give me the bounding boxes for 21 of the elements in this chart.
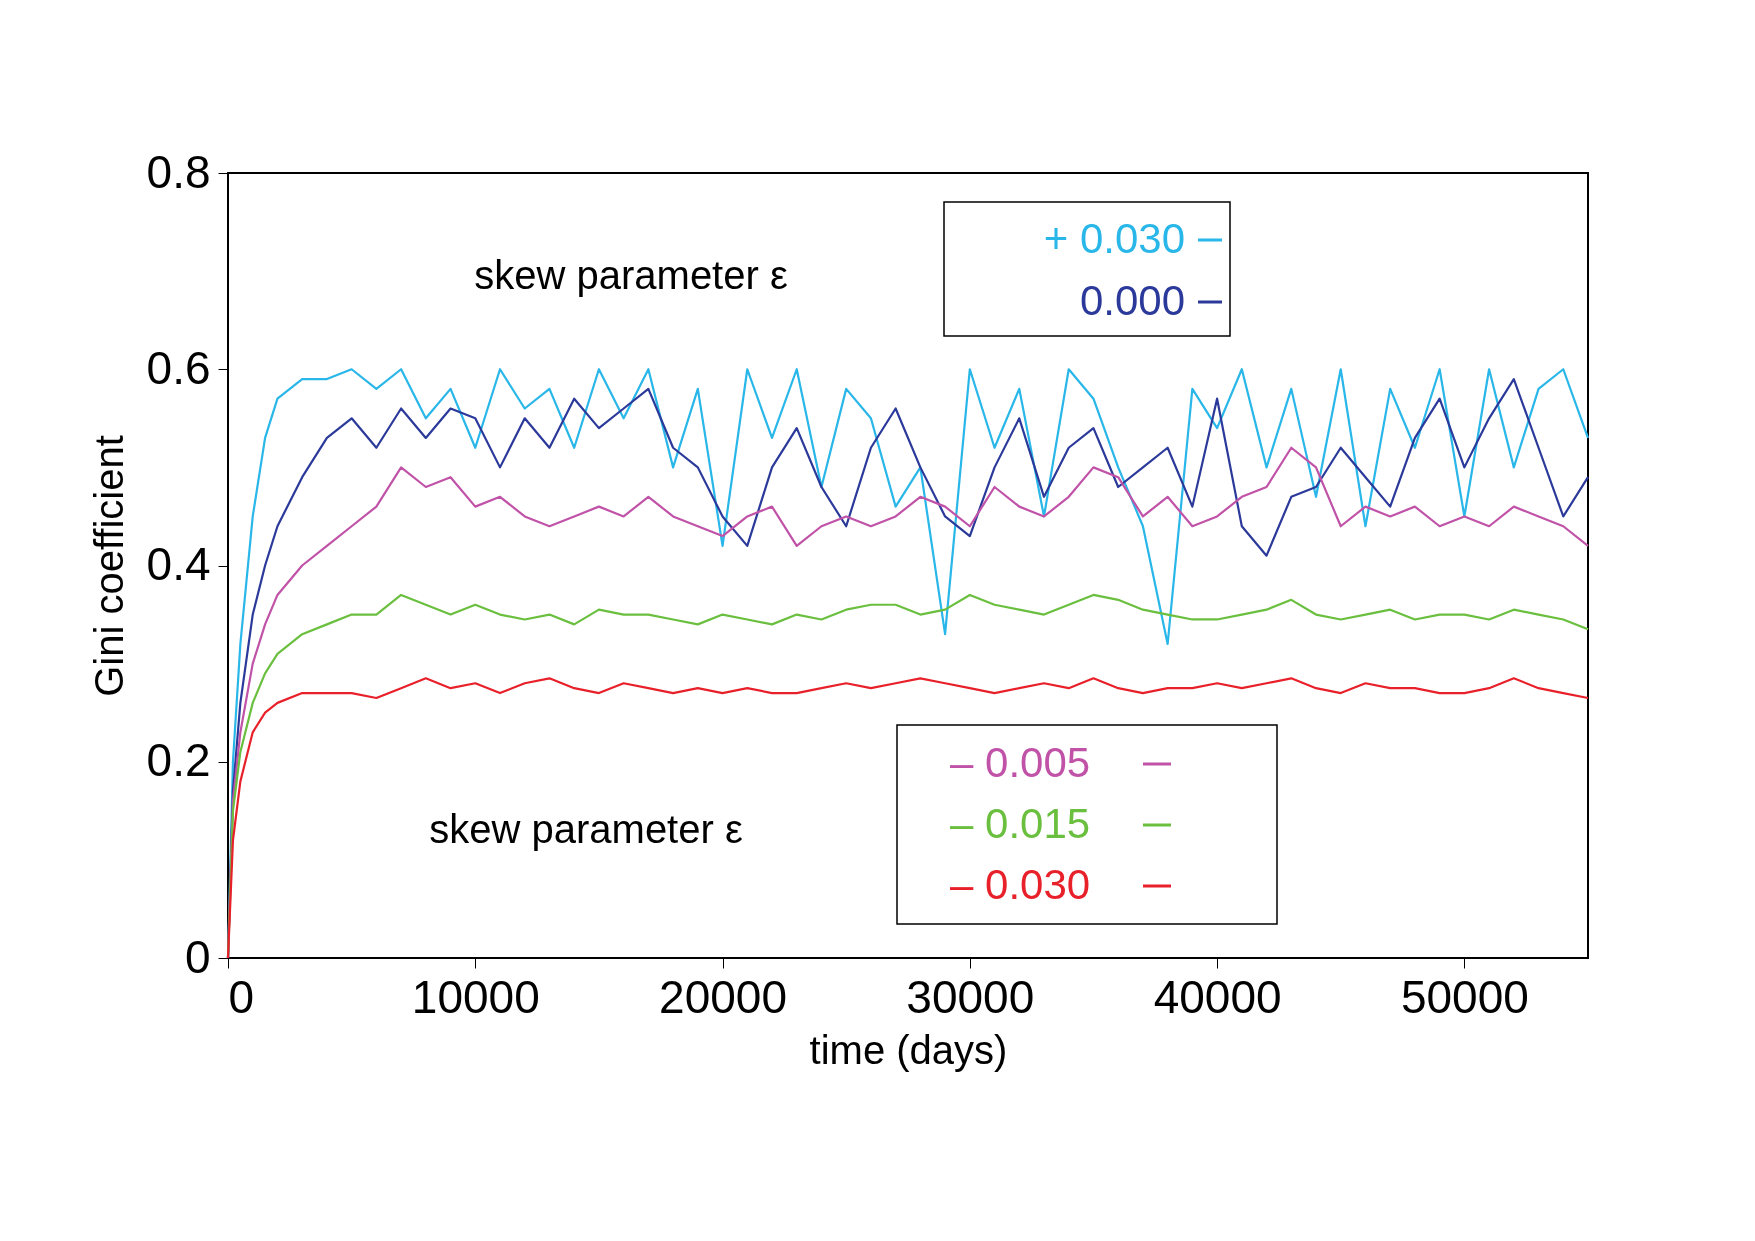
y-tick-label: 0.6 [146, 341, 211, 394]
y-tick-label: 0 [184, 930, 211, 983]
y-tick-label: 0.2 [146, 734, 211, 787]
x-tick-label: 30000 [906, 970, 1035, 1023]
line-series [226, 677, 1590, 960]
annotation: skew parameter ε [429, 807, 743, 851]
x-tick-label: 10000 [411, 970, 540, 1023]
y-axis-title: Gini coefficient [86, 435, 131, 697]
y-tick-label: 0.4 [146, 538, 211, 590]
x-tick-label: 50000 [1400, 970, 1529, 1023]
annotation: skew parameter ε [474, 253, 788, 297]
legend-label: – 0.030 [950, 861, 1091, 908]
x-tick-label: 20000 [659, 970, 788, 1023]
x-axis-title: time (days) [809, 1027, 1008, 1072]
y-tick-label: 0.8 [146, 145, 211, 198]
legend-label: 0.000 [1079, 277, 1185, 324]
legend-label: – 0.015 [950, 800, 1091, 847]
x-tick-label: 40000 [1153, 970, 1282, 1023]
legend-label: + 0.030 [1043, 215, 1185, 262]
legend-label: – 0.005 [950, 739, 1091, 786]
x-tick-label: 0 [228, 970, 255, 1023]
